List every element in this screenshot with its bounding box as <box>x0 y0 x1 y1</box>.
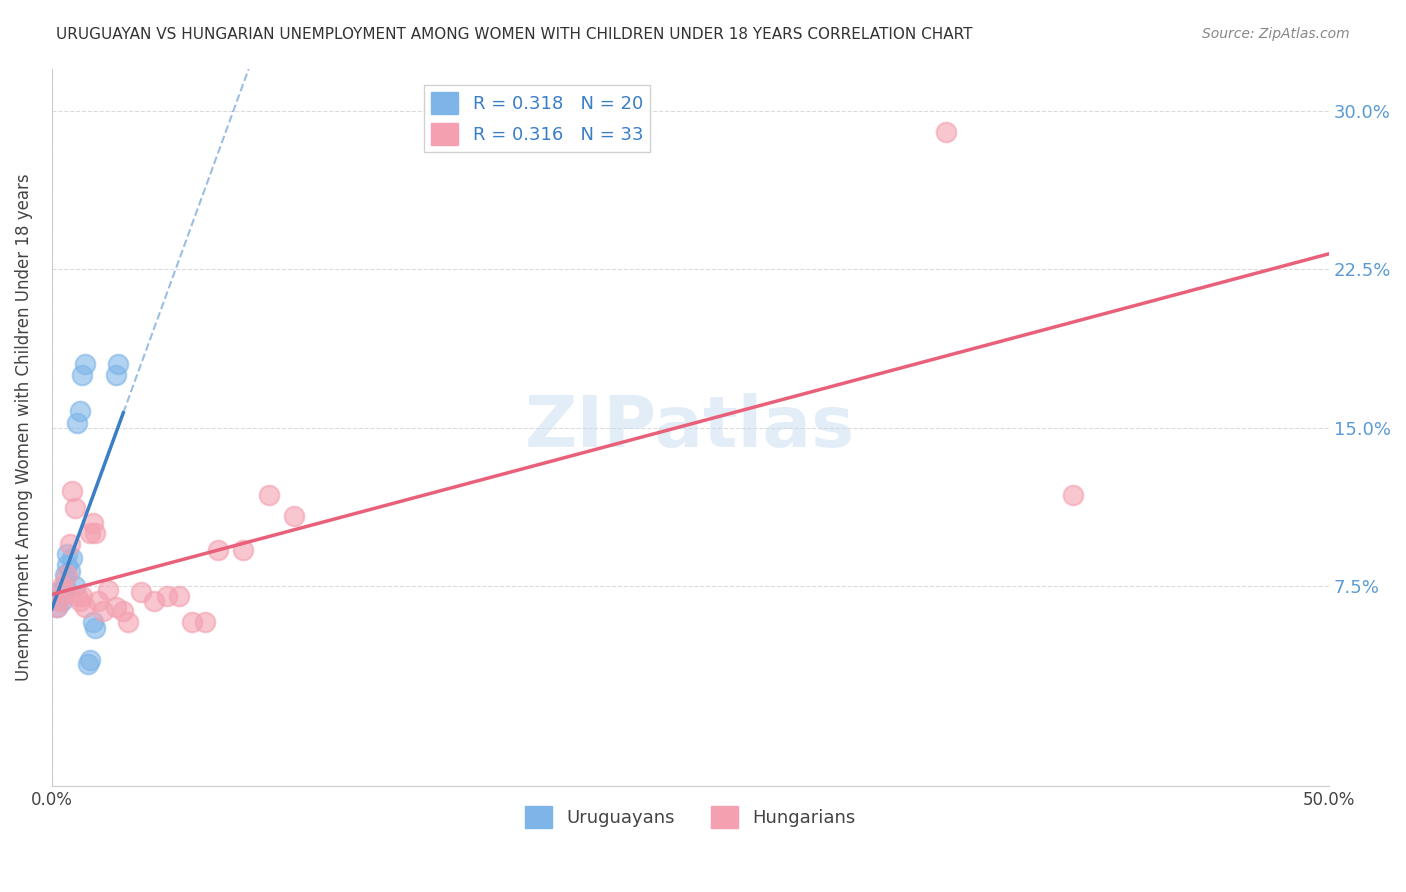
Point <box>51 579 73 593</box>
Point <box>79 526 101 541</box>
Point <box>104 368 127 382</box>
Point <box>60 551 83 566</box>
Point <box>72 368 94 382</box>
Point <box>84 526 107 541</box>
Point <box>107 357 129 371</box>
Point <box>97 583 120 598</box>
Point <box>79 653 101 667</box>
Point <box>73 357 96 371</box>
Point <box>82 516 104 530</box>
Point <box>169 590 191 604</box>
Text: Source: ZipAtlas.com: Source: ZipAtlas.com <box>1202 27 1350 41</box>
Text: URUGUAYAN VS HUNGARIAN UNEMPLOYMENT AMONG WOMEN WITH CHILDREN UNDER 18 YEARS COR: URUGUAYAN VS HUNGARIAN UNEMPLOYMENT AMON… <box>56 27 973 42</box>
Point <box>53 585 76 599</box>
Point <box>104 599 127 614</box>
Point <box>66 417 89 431</box>
Point <box>59 564 82 578</box>
Point <box>84 621 107 635</box>
Point <box>69 593 91 607</box>
Point <box>48 593 70 607</box>
Point <box>45 599 67 614</box>
Point <box>87 593 110 607</box>
Point <box>194 615 217 629</box>
Point <box>129 585 152 599</box>
Point <box>82 615 104 629</box>
Y-axis label: Unemployment Among Women with Children Under 18 years: Unemployment Among Women with Children U… <box>15 174 32 681</box>
Point <box>63 500 86 515</box>
Point <box>66 590 89 604</box>
Point <box>257 488 280 502</box>
Point <box>48 585 70 599</box>
Point <box>56 558 79 572</box>
Point <box>45 599 67 614</box>
Point <box>56 568 79 582</box>
Point <box>76 657 98 671</box>
Point <box>59 536 82 550</box>
Point <box>73 599 96 614</box>
Text: ZIPatlas: ZIPatlas <box>526 393 855 462</box>
Point <box>935 125 957 139</box>
Point <box>53 579 76 593</box>
Point <box>1062 488 1084 502</box>
Point <box>69 403 91 417</box>
Point <box>60 483 83 498</box>
Point <box>51 593 73 607</box>
Point <box>91 604 114 618</box>
Legend: Uruguayans, Hungarians: Uruguayans, Hungarians <box>517 798 863 835</box>
Point <box>72 590 94 604</box>
Point <box>112 604 135 618</box>
Point <box>232 543 254 558</box>
Point <box>117 615 139 629</box>
Point <box>63 579 86 593</box>
Point <box>142 593 165 607</box>
Point <box>56 547 79 561</box>
Point <box>207 543 229 558</box>
Point <box>156 590 179 604</box>
Point <box>283 509 305 524</box>
Point <box>53 568 76 582</box>
Point <box>181 615 204 629</box>
